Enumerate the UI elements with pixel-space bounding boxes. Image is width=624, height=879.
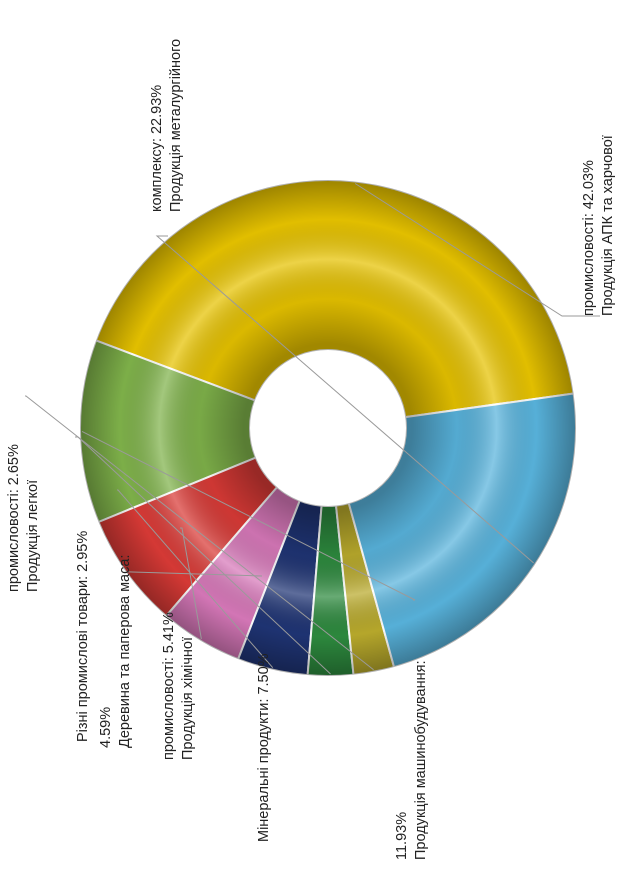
- slice-label: Продукція АПК та харчовоїпромисловості: …: [581, 135, 616, 316]
- slice-label: Продукція машинобудування:11.93%: [394, 661, 429, 861]
- leader-line: [81, 430, 416, 601]
- slice-label: Мінеральні продукти: 7.50%: [256, 653, 272, 842]
- leader-line: [25, 395, 374, 671]
- leader-line: [155, 235, 534, 564]
- slice-label: Продукція хімічноїпромисловості: 5.41%: [161, 612, 196, 760]
- slice-label: Продукція легкоїпромисловості: 2.65%: [6, 444, 41, 592]
- leader-line: [117, 489, 274, 669]
- leader-lines: [25, 183, 600, 675]
- slice-label: Деревина та паперова маса:4.59%: [98, 555, 133, 748]
- slice-label: Різні промислові товари: 2.95%: [75, 531, 91, 742]
- leader-line: [128, 571, 263, 577]
- slice-label: Продукція металургійногокомплексу: 22.93…: [149, 39, 184, 212]
- donut-slices: [79, 179, 577, 677]
- leader-line: [180, 527, 202, 639]
- slice-labels: Продукція АПК та харчовоїпромисловості: …: [6, 39, 616, 860]
- leader-line: [354, 183, 600, 317]
- donut-slice: [347, 392, 577, 669]
